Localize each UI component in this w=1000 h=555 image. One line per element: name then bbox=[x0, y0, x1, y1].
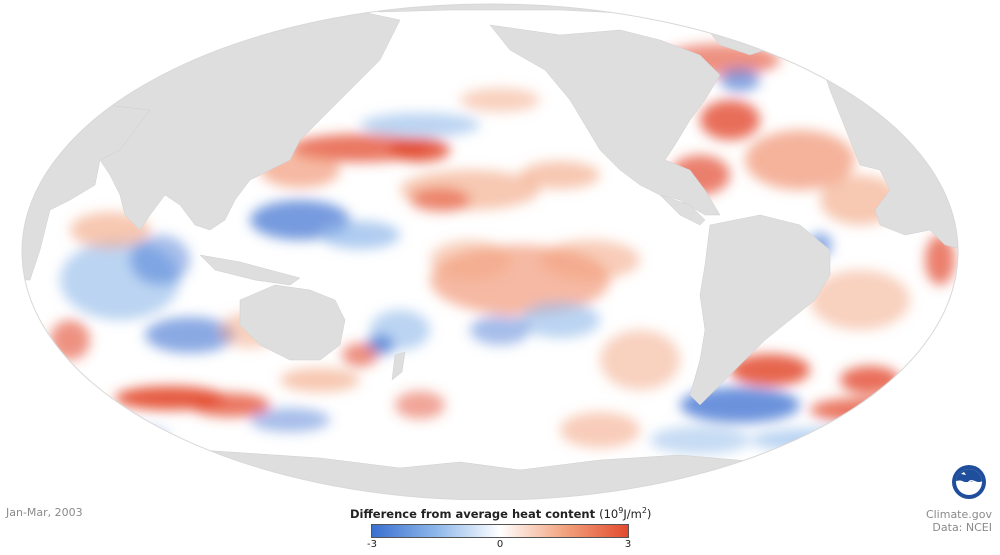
legend-unit: (109J/m2) bbox=[599, 506, 652, 521]
indonesia-land bbox=[199, 254, 301, 286]
noaa-logo-icon bbox=[952, 465, 986, 499]
legend-title: Difference from average heat content (10… bbox=[350, 506, 652, 521]
legend: Difference from average heat content (10… bbox=[350, 506, 652, 552]
legend-tick-max: 3 bbox=[624, 538, 632, 550]
legend-unit-mid: J/m bbox=[623, 506, 642, 521]
legend-title-text: Difference from average heat content bbox=[350, 506, 596, 521]
credit-source: Climate.gov bbox=[925, 508, 992, 521]
south-america-land bbox=[689, 214, 831, 406]
world-map bbox=[21, 3, 959, 500]
legend-colorbar bbox=[371, 523, 629, 538]
credit-block: Climate.gov Data: NCEI bbox=[926, 508, 992, 534]
legend-unit-exp2: 2 bbox=[641, 506, 647, 515]
legend-unit-exp: 9 bbox=[618, 506, 624, 515]
legend-tick-mid: 0 bbox=[496, 538, 504, 550]
globe-outline bbox=[21, 3, 959, 500]
new-zealand-land bbox=[391, 351, 406, 381]
credit-data: Data: NCEI bbox=[932, 521, 992, 534]
central-america-land bbox=[659, 194, 706, 226]
north-america-land bbox=[489, 24, 721, 216]
legend-ticks: -3 0 3 bbox=[367, 538, 632, 552]
period-label: Jan-Mar, 2003 bbox=[6, 506, 83, 519]
legend-unit-end: ) bbox=[646, 506, 652, 521]
legend-unit-base: (10 bbox=[599, 506, 619, 521]
legend-tick-min: -3 bbox=[367, 538, 377, 550]
australia-land bbox=[239, 284, 346, 361]
